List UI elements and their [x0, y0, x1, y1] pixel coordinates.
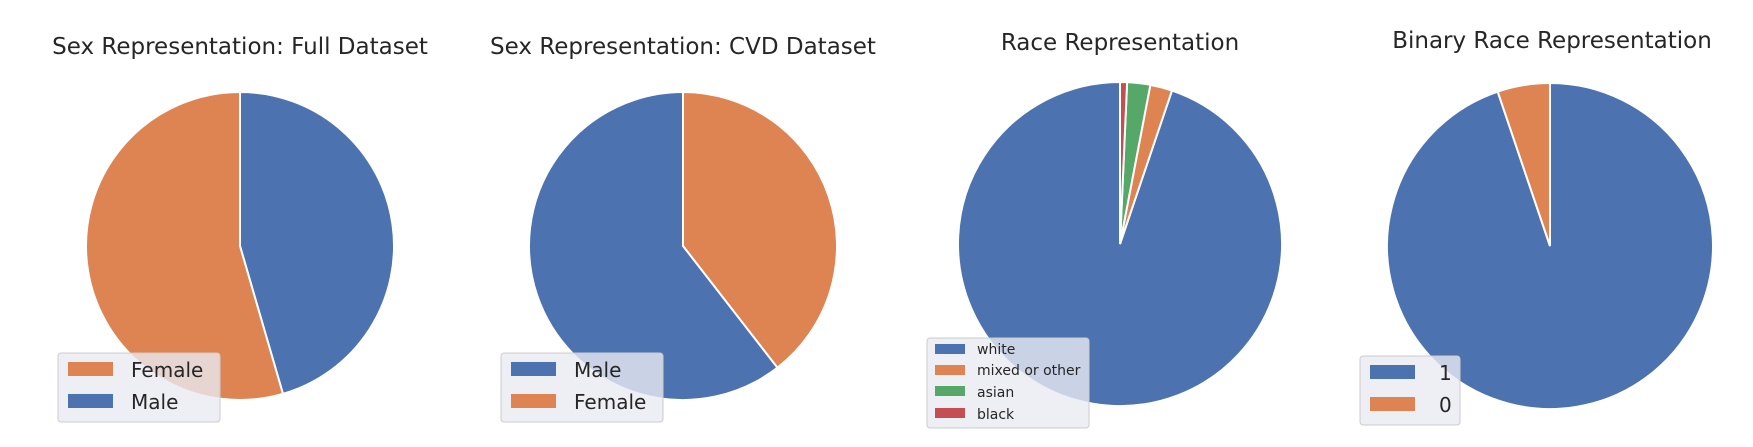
legend-label-1: 1 [1439, 361, 1452, 385]
pie-slice-male [239, 90, 395, 396]
legend-label-male: Male [574, 358, 621, 382]
legend-swatch-male [68, 394, 113, 408]
legend-swatch-0 [1370, 397, 1415, 411]
legend-label-female: Female [131, 358, 203, 382]
pie [85, 90, 395, 401]
legend-label-female: Female [574, 390, 646, 414]
pie-slice-1 [1386, 81, 1714, 410]
legend-label-mixed-or-other: mixed or other [977, 363, 1081, 379]
legend-swatch-female [68, 362, 113, 376]
chart-title: Binary Race Representation [1392, 28, 1712, 54]
pie [956, 80, 1283, 407]
legend-label-black: black [977, 407, 1015, 423]
pie-slice-male [528, 90, 779, 401]
legend-label-white: white [977, 342, 1015, 358]
legend: white mixed or other asian black [926, 337, 1090, 429]
chart-title: Sex Representation: CVD Dataset [490, 34, 876, 60]
legend: Female Male [57, 352, 221, 423]
chart-panel-sex-full: Sex Representation: Full Dataset Female … [52, 34, 428, 423]
chart-panel-race: Race Representation white mixed or other… [926, 30, 1283, 429]
legend: 1 0 [1359, 355, 1461, 426]
pie-slice-0 [1496, 81, 1551, 247]
legend-swatch-white [935, 344, 965, 354]
legend-swatch-female [511, 394, 556, 408]
legend-swatch-black [935, 408, 965, 418]
pie [528, 90, 838, 401]
legend-label-asian: asian [977, 385, 1014, 401]
legend-swatch-asian [935, 386, 965, 396]
pie [1386, 81, 1714, 410]
legend-swatch-1 [1370, 365, 1415, 379]
chart-title: Race Representation [1001, 30, 1239, 56]
legend-label-0: 0 [1439, 393, 1452, 417]
pie-slice-black [1119, 80, 1129, 245]
legend-swatch-mixed-or-other [935, 365, 965, 375]
chart-title: Sex Representation: Full Dataset [52, 34, 428, 60]
chart-panel-binary-race: Binary Race Representation 1 0 [1359, 28, 1714, 426]
chart-panel-sex-cvd: Sex Representation: CVD Dataset Male Fem… [490, 34, 876, 423]
pie-slice-female [682, 90, 838, 370]
legend-label-male: Male [131, 390, 178, 414]
legend-box [926, 337, 1090, 429]
legend: Male Female [500, 352, 664, 423]
legend-swatch-male [511, 362, 556, 376]
